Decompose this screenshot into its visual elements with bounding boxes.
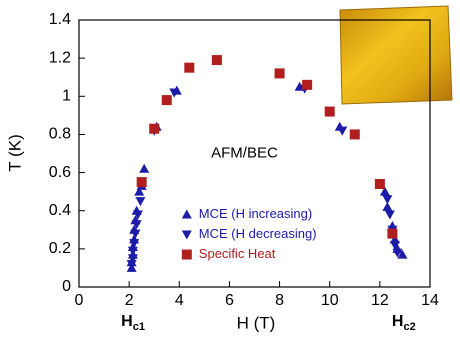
- marker-square: [181, 249, 192, 260]
- marker-square: [211, 55, 222, 66]
- marker-triangle-down: [169, 88, 180, 98]
- legend-label: Specific Heat: [199, 246, 276, 261]
- x-tick-label: 14: [421, 292, 439, 309]
- y-tick-label: 0.4: [49, 202, 71, 219]
- x-tick-label: 12: [371, 292, 389, 309]
- y-tick-label: 0.2: [49, 240, 71, 257]
- y-tick-label: 0: [62, 278, 71, 295]
- marker-square: [387, 228, 398, 239]
- marker-triangle-down: [132, 210, 143, 220]
- x-tick-label: 8: [275, 292, 284, 309]
- marker-triangle-down: [181, 230, 192, 240]
- marker-triangle-up: [139, 163, 150, 173]
- y-axis-label: T (K): [5, 134, 24, 171]
- marker-triangle-down: [131, 220, 142, 230]
- marker-square: [349, 129, 360, 140]
- marker-square: [161, 95, 172, 106]
- x-tick-label: 2: [125, 292, 134, 309]
- field-label-sub: c2: [403, 321, 415, 333]
- y-tick-label: 1.4: [49, 11, 71, 28]
- marker-square: [302, 79, 313, 90]
- marker-square: [274, 68, 285, 79]
- marker-triangle-down: [127, 254, 138, 264]
- field-label: Hc2: [392, 313, 416, 333]
- marker-square: [136, 177, 147, 188]
- y-tick-label: 0.8: [49, 126, 71, 143]
- marker-triangle-up: [382, 201, 393, 211]
- marker-triangle-down: [337, 126, 348, 136]
- legend-label: MCE (H decreasing): [199, 226, 317, 241]
- x-tick-label: 4: [175, 292, 184, 309]
- field-label-main: H: [392, 313, 404, 330]
- x-tick-label: 10: [321, 292, 339, 309]
- x-axis-label: H (T): [237, 313, 276, 332]
- marker-triangle-down: [129, 239, 140, 249]
- y-tick-label: 1: [62, 88, 71, 105]
- marker-triangle-up: [379, 186, 390, 196]
- y-tick-label: 1.2: [49, 49, 71, 66]
- marker-square: [374, 179, 385, 190]
- x-tick-label: 0: [75, 292, 84, 309]
- marker-triangle-down: [135, 197, 146, 207]
- marker-triangle-down: [392, 248, 403, 258]
- x-tick-label: 6: [225, 292, 234, 309]
- marker-triangle-up: [397, 249, 408, 259]
- field-label: Hc1: [121, 313, 145, 333]
- marker-triangle-down: [126, 260, 137, 270]
- field-label-sub: c1: [133, 321, 145, 333]
- marker-square: [149, 123, 160, 134]
- marker-triangle-down: [382, 195, 393, 205]
- marker-square: [184, 62, 195, 73]
- marker-triangle-up: [181, 209, 192, 219]
- legend-label: MCE (H increasing): [199, 206, 312, 221]
- marker-triangle-down: [389, 241, 400, 251]
- annotation: AFM/BEC: [211, 144, 278, 161]
- marker-square: [324, 106, 335, 117]
- marker-triangle-up: [134, 186, 145, 196]
- y-tick-label: 0.6: [49, 164, 71, 181]
- plot-frame: [78, 19, 431, 288]
- crystal-photo: [339, 5, 453, 105]
- field-label-main: H: [121, 313, 133, 330]
- marker-triangle-down: [127, 246, 138, 256]
- marker-triangle-down: [384, 210, 395, 220]
- marker-triangle-down: [130, 229, 141, 239]
